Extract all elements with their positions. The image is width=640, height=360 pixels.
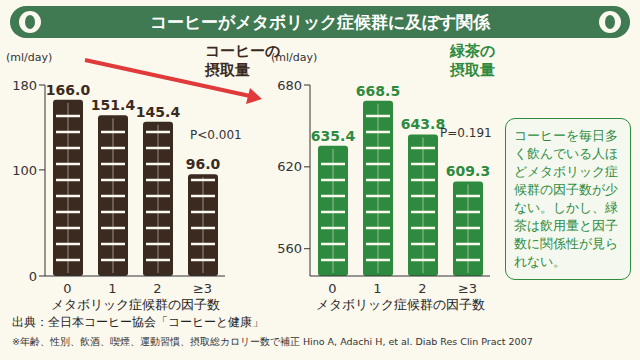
svg-text:96.0: 96.0 [186,156,221,172]
html-text:緑茶の摂取量: 緑茶の摂取量 [450,42,495,79]
html-text:P<0.001: P<0.001 [190,128,242,142]
svg-text:1: 1 [108,281,116,296]
html-text:コーヒーを毎日多く飲んでいる人ほどメタボリック症候群の因子数: コーヒーを毎日多く飲んでいる人ほどメタボリック症候群の因子数が少ない。しかし、緑… [514,128,618,269]
svg-text:1: 1 [373,281,381,296]
html-text:コーヒーがメタボリック症候群に及ぼす関係: コーヒーがメタボリック症候群に及ぼす関係 [150,12,490,32]
html-text:出典：全日本コーヒー協会「コーヒーと健康」: 出典：全日本コーヒー協会「コーヒーと健康」 [12,315,264,329]
html-text:コーヒーの摂取量: コーヒーの摂取量 [205,42,280,79]
svg-text:≥3: ≥3 [458,281,477,296]
html-text:(ml/day): (ml/day) [271,51,318,64]
svg-text:≥3: ≥3 [193,281,212,296]
svg-text:2: 2 [418,281,426,296]
svg-text:635.4: 635.4 [311,128,356,144]
svg-text:620: 620 [277,159,302,174]
html-text:※年齢、性別、飲酒、喫煙、運動習慣、摂取総カロリー数で補正: ※年齢、性別、飲酒、喫煙、運動習慣、摂取総カロリー数で補正 Hino A, Ad… [12,336,533,347]
html-text:メタボリック症候群の因子数: メタボリック症候群の因子数 [50,297,220,312]
svg-text:668.5: 668.5 [356,83,400,99]
html-text:(ml/day): (ml/day) [6,51,53,64]
html-text:P=0.191: P=0.191 [440,126,492,140]
svg-text:609.3: 609.3 [446,163,490,179]
html-text:メタボリック症候群の因子数: メタボリック症候群の因子数 [315,297,485,312]
svg-text:560: 560 [277,241,302,256]
svg-text:680: 680 [277,78,302,93]
svg-text:166.0: 166.0 [46,82,91,98]
svg-text:2: 2 [153,281,161,296]
svg-text:180: 180 [12,78,37,93]
svg-text:0: 0 [63,281,71,296]
svg-text:145.4: 145.4 [136,104,181,120]
svg-text:151.4: 151.4 [91,97,136,113]
svg-text:643.8: 643.8 [401,116,445,132]
svg-text:0: 0 [29,269,37,284]
svg-text:0: 0 [328,281,336,296]
svg-text:100: 100 [12,163,37,178]
